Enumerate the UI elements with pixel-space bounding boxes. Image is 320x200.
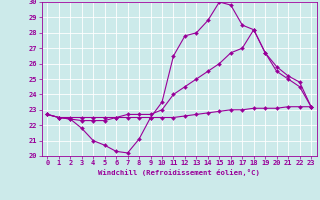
X-axis label: Windchill (Refroidissement éolien,°C): Windchill (Refroidissement éolien,°C) (98, 169, 260, 176)
